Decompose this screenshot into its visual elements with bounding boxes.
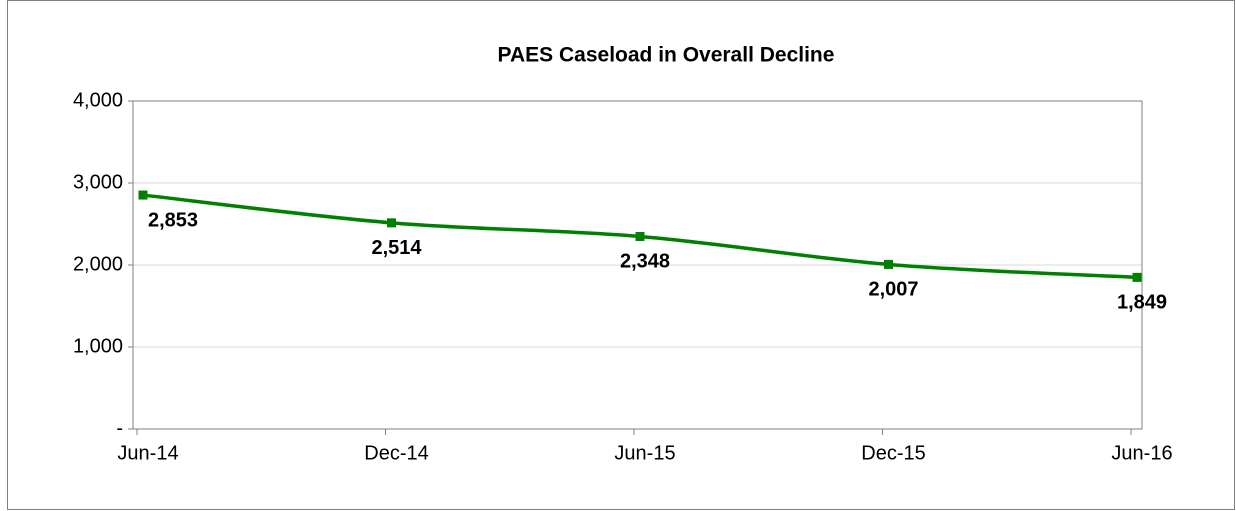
data-label: 2,348	[620, 251, 670, 273]
data-label: 2,007	[868, 279, 918, 301]
y-tick-label: 4,000	[73, 89, 123, 111]
x-tick-label: Dec-14	[364, 442, 428, 464]
plot-border	[132, 100, 1143, 430]
point	[884, 259, 893, 269]
x-tick-label: Jun-15	[614, 442, 675, 464]
data-label: 1,849	[1117, 292, 1167, 314]
x-tick-label: Dec-15	[861, 442, 925, 464]
y-tick-label: 3,000	[73, 171, 123, 193]
chart-border	[7, 0, 1235, 510]
y-tick-label: 2,000	[73, 253, 123, 275]
y-tick-label: 1,000	[73, 335, 123, 357]
chart-title: PAES Caseload in Overall Decline	[498, 44, 835, 67]
point	[387, 218, 396, 228]
point	[138, 190, 148, 200]
x-tick-label: Jun-14	[117, 442, 178, 464]
data-label: 2,853	[148, 209, 198, 231]
data-label: 2,514	[371, 237, 422, 259]
point	[635, 231, 645, 241]
x-tick-label: Jun-16	[1111, 442, 1172, 464]
y-tick-label: -	[116, 417, 123, 439]
point	[1132, 272, 1142, 282]
